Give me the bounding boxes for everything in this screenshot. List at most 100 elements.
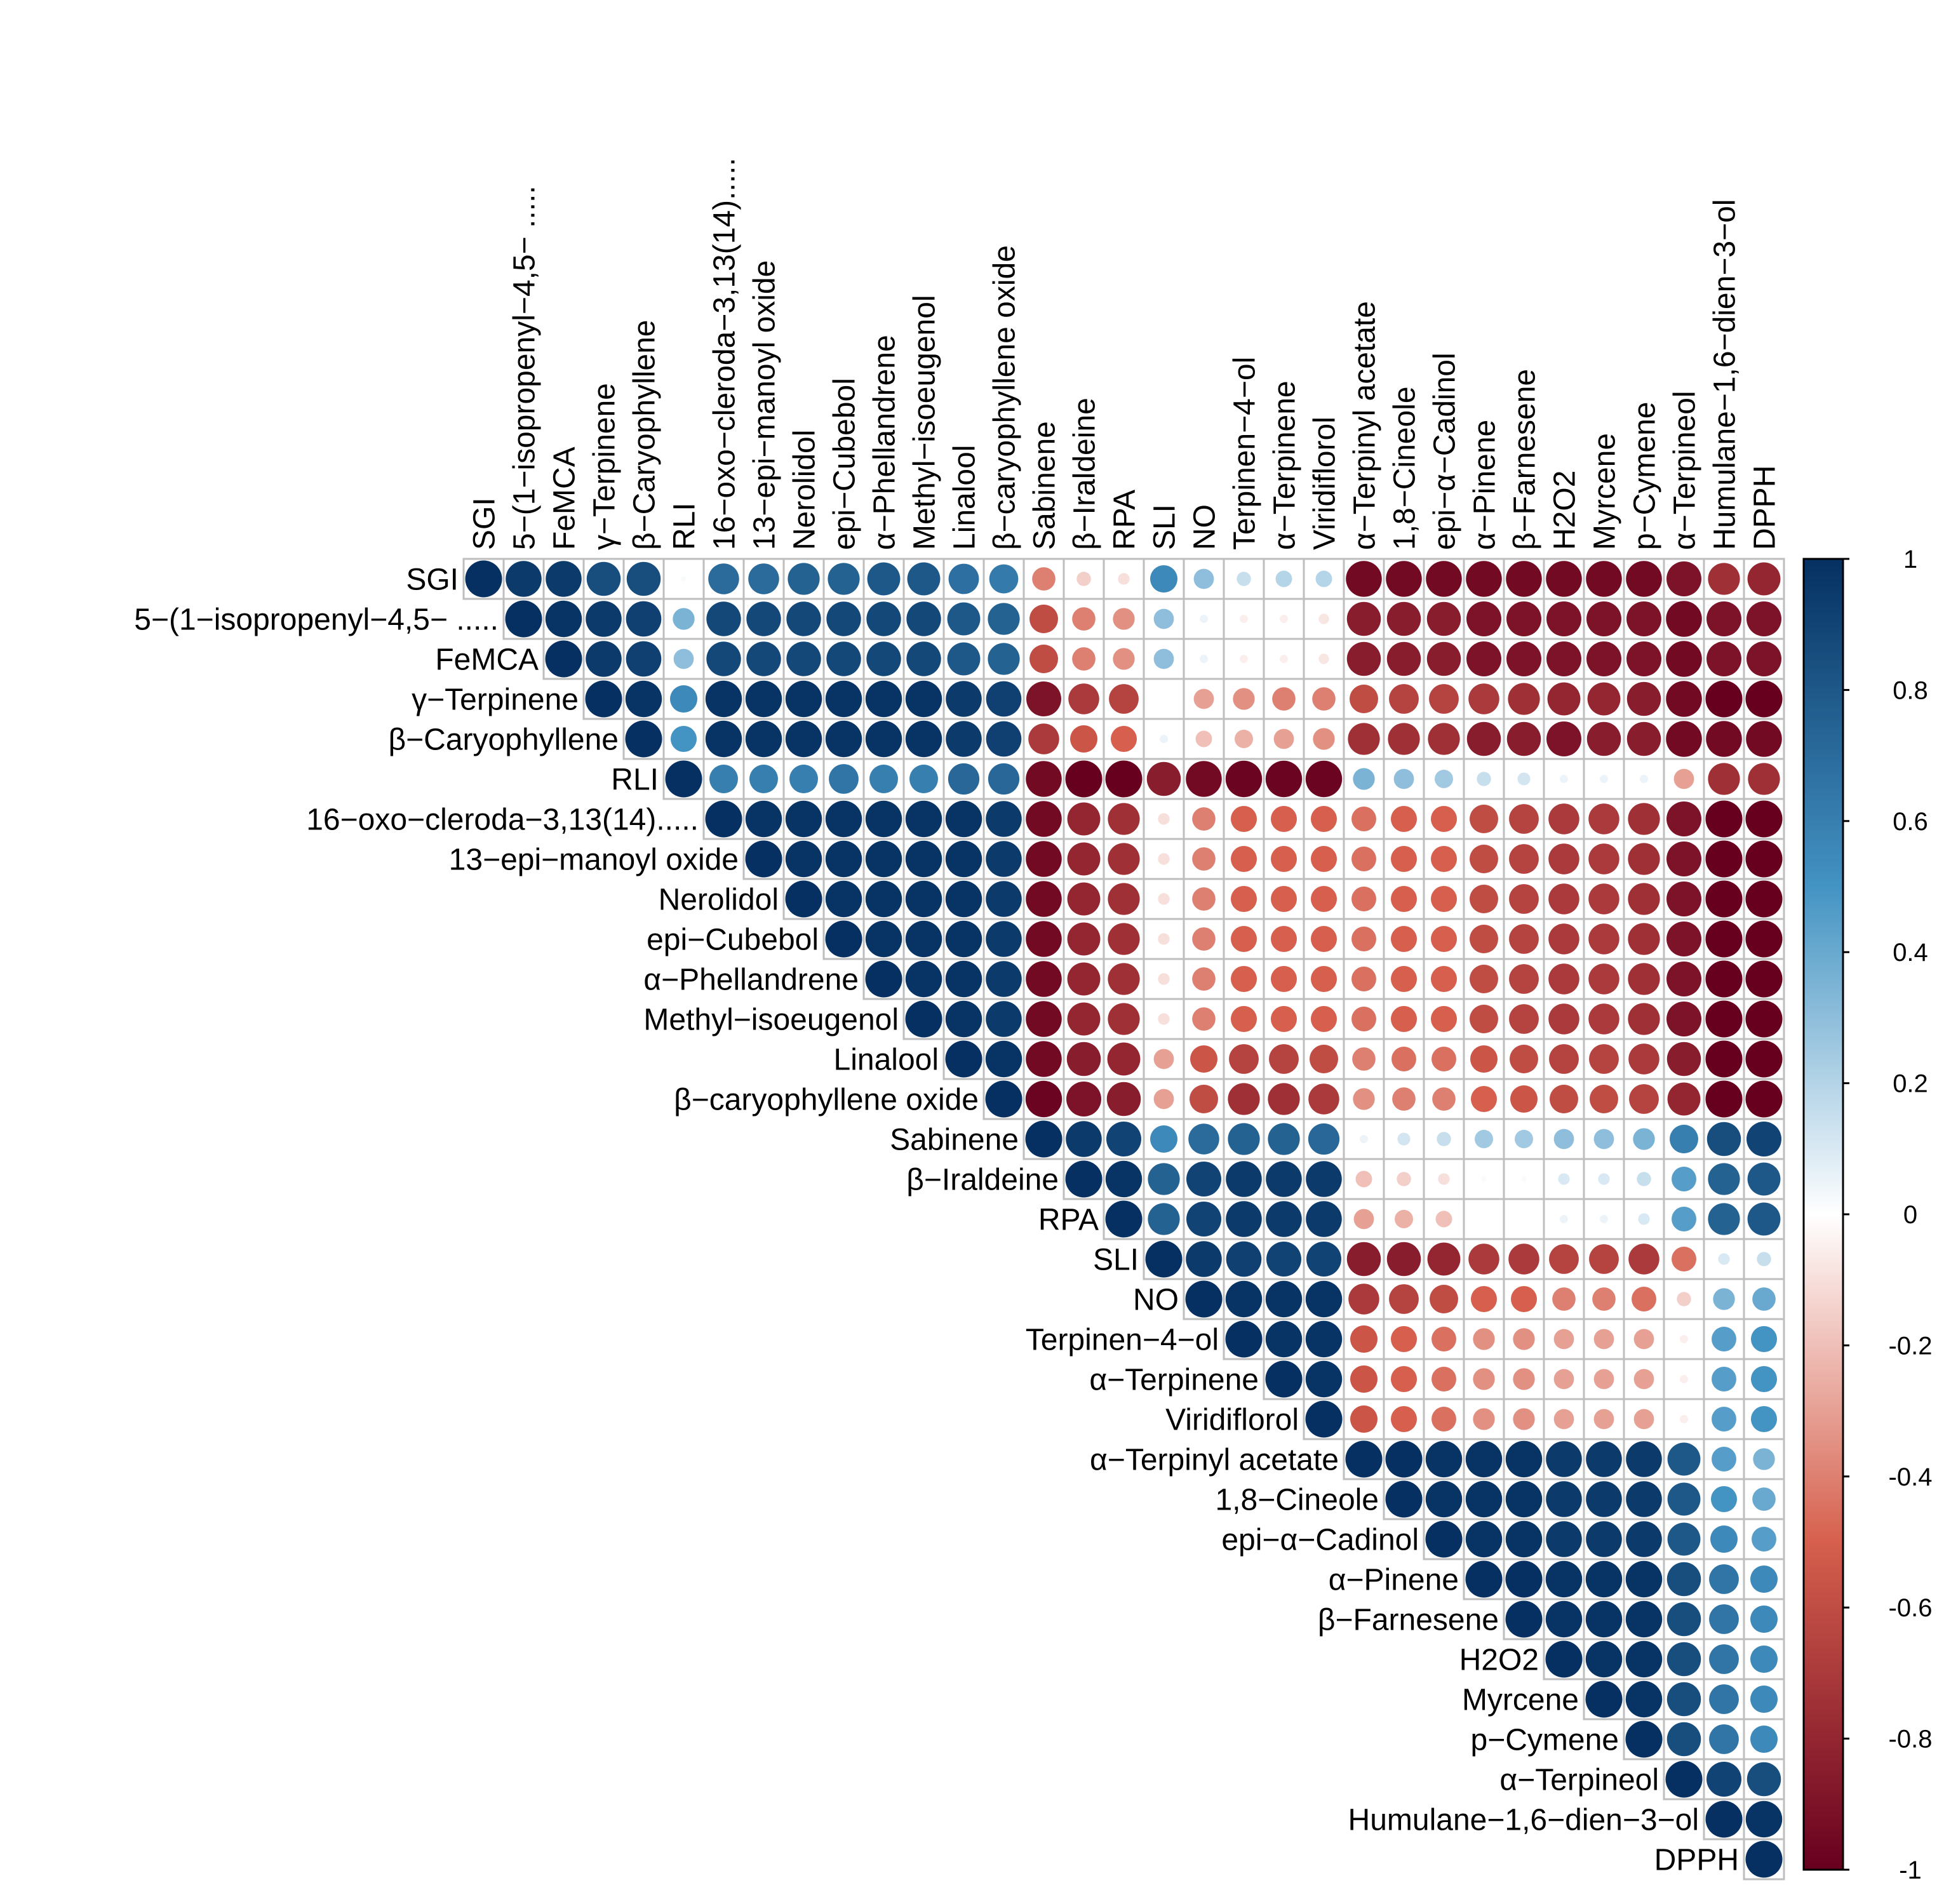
corr-circle-13-epi-manoyl-oxide-7-x-phellandrene-10 [865,840,902,878]
row-label-13-epi-manoyl-oxide-7: 13−epi−manoyl oxide [449,843,739,877]
corr-circle-sabinene-14-x-terpinen-4-ol-19 [1228,1123,1260,1155]
corr-circle-no-18-x-dpph-32 [1752,1287,1776,1311]
corr-circle-nerolidol-8-x-epi-cubebol-9 [825,880,862,918]
corr-circle-terpinene-3-x-nerolidol-8 [785,680,822,718]
corr-circle-terpinene-20-x-p-cymene-29 [1633,1369,1654,1390]
corr-circle-13-epi-manoyl-oxide-7-x-farnesene-26 [1509,844,1539,874]
corr-circle-no-18-x-terpinene-20 [1265,1280,1303,1318]
corr-circle-5-1-isopropenyl-4-5-1-x-sli-17 [1153,608,1174,629]
corr-circle-sabinene-14-x-rpa-16 [1106,1121,1142,1157]
corr-circle-farnesene-26-x-h2o2-27 [1545,1600,1583,1638]
corr-circle-iraldeine-15-x-sli-17 [1148,1163,1180,1195]
corr-circle-methyl-isoeugenol-11-x-sli-17 [1158,1013,1170,1025]
row-label-methyl-isoeugenol-11: Methyl−isoeugenol [643,1003,899,1037]
corr-circle-rli-5-x-epi-cubebol-9 [829,764,859,794]
corr-circle-13-epi-manoyl-oxide-7-x-terpineol-30 [1666,841,1702,877]
corr-circle-terpinene-3-x-terpinene-20 [1272,687,1296,711]
corr-circle-farnesene-26-x-dpph-32 [1750,1605,1778,1633]
row-label-terpinyl-acetate-22: α−Terpinyl acetate [1090,1444,1339,1477]
corr-circle-caryophyllene-4-x-nerolidol-8 [785,720,822,758]
corr-circle-13-epi-manoyl-oxide-7-x-dpph-32 [1745,840,1783,878]
corr-circle-5-1-isopropenyl-4-5-1-x-linalool-12 [947,602,981,636]
corr-circle-humulane-1-6-dien-3-ol-31-x-humulane-1-6-dien-3-ol-31 [1705,1800,1743,1838]
corr-circle-1-8-cineole-23-x-pinene-25 [1465,1480,1503,1518]
corr-circle-epi-cubebol-9-x-methyl-isoeugenol-11 [905,920,942,958]
row-label-16-oxo-cleroda-3-13-14-6: 16−oxo−cleroda−3,13(14)..... [306,803,699,837]
corr-circle-iraldeine-15-x-viridiflorol-21 [1306,1161,1342,1197]
corr-circle-nerolidol-8-x-nerolidol-8 [785,880,822,918]
corr-circle-caryophyllene-oxide-13-x-no-18 [1190,1085,1218,1113]
corr-circle-terpinene-20-x-h2o2-27 [1553,1369,1574,1390]
col-label-sabinene-14: Sabinene [1028,421,1062,550]
corr-circle-epi-cubebol-9-x-farnesene-26 [1509,924,1539,954]
corr-circle-terpinen-4-ol-19-x-terpinyl-acetate-22 [1350,1325,1378,1353]
corr-circle-13-epi-manoyl-oxide-7-x-linalool-12 [945,840,982,878]
corr-circle-terpinene-3-x-no-18 [1193,688,1214,709]
row-label-myrcene-28: Myrcene [1462,1684,1579,1717]
corr-circle-nerolidol-8-x-no-18 [1192,887,1216,911]
corr-circle-femca-2-x-humulane-1-6-dien-3-ol-31 [1706,641,1742,677]
corr-circle-p-cymene-29-x-dpph-32 [1750,1725,1778,1753]
corr-circle-epi-cubebol-9-x-iraldeine-15 [1067,922,1101,956]
corr-circle-terpinene-3-x-16-oxo-cleroda-3-13-14-6 [705,680,742,718]
corr-circle-nerolidol-8-x-viridiflorol-21 [1310,885,1338,913]
corr-circle-5-1-isopropenyl-4-5-1-x-myrcene-28 [1586,601,1622,637]
corr-circle-caryophyllene-4-x-iraldeine-15 [1069,725,1098,753]
corr-circle-16-oxo-cleroda-3-13-14-6-x-caryophyllene-oxide-13 [986,801,1022,837]
corr-circle-terpinene-3-x-rli-5 [669,685,698,713]
corr-circle-no-18-x-viridiflorol-21 [1305,1280,1343,1318]
corr-circle-pinene-25-x-h2o2-27 [1545,1560,1583,1598]
corr-circle-13-epi-manoyl-oxide-7-x-methyl-isoeugenol-11 [905,840,942,878]
corr-circle-iraldeine-15-x-epi-cadinol-24 [1438,1173,1450,1185]
corr-circle-phellandrene-10-x-terpineol-30 [1666,961,1702,997]
corr-circle-linalool-12-x-humulane-1-6-dien-3-ol-31 [1705,1040,1743,1078]
corr-circle-caryophyllene-4-x-no-18 [1195,730,1212,748]
colorbar-tick-label: 0.6 [1893,808,1928,836]
corr-circle-terpinyl-acetate-22-x-terpineol-30 [1667,1442,1701,1476]
corr-circle-methyl-isoeugenol-11-x-methyl-isoeugenol-11 [905,1000,942,1038]
corr-circle-h2o2-27-x-myrcene-28 [1585,1640,1623,1678]
corr-circle-iraldeine-15-x-1-8-cineole-23 [1397,1172,1411,1186]
col-label-myrcene-28: Myrcene [1588,433,1622,550]
corr-circle-methyl-isoeugenol-11-x-dpph-32 [1745,1000,1783,1038]
corr-circle-femca-2-x-pinene-25 [1466,641,1502,677]
corr-circle-caryophyllene-4-x-rli-5 [670,725,697,753]
col-label-5-1-isopropenyl-4-5-1: 5−(1−isopropenyl−4,5− ..... [508,185,542,550]
corr-circle-myrcene-28-x-dpph-32 [1750,1685,1778,1713]
corr-circle-methyl-isoeugenol-11-x-terpinyl-acetate-22 [1351,1007,1376,1031]
corr-circle-epi-cubebol-9-x-pinene-25 [1470,925,1498,953]
corr-circle-sabinene-14-x-sli-17 [1150,1125,1178,1153]
corr-circle-1-8-cineole-23-x-h2o2-27 [1546,1481,1582,1517]
corr-circle-methyl-isoeugenol-11-x-pinene-25 [1470,1005,1498,1033]
row-label-phellandrene-10: α−Phellandrene [643,963,859,997]
colorbar-tick-label: 0.8 [1893,676,1928,704]
corr-circle-rli-5-x-13-epi-manoyl-oxide-7 [749,765,778,793]
colorbar-tick-label: -0.6 [1889,1594,1933,1622]
corr-circle-methyl-isoeugenol-11-x-no-18 [1192,1007,1216,1031]
corr-circle-16-oxo-cleroda-3-13-14-6-x-viridiflorol-21 [1310,805,1338,833]
corr-circle-epi-cadinol-24-x-farnesene-26 [1505,1520,1543,1558]
row-label-terpinene-20: α−Terpinene [1089,1364,1259,1397]
corr-circle-5-1-isopropenyl-4-5-1-x-terpinen-4-ol-19 [1240,615,1248,623]
corr-circle-femca-2-x-nerolidol-8 [786,641,821,676]
corr-circle-5-1-isopropenyl-4-5-1-x-nerolidol-8 [786,601,821,636]
corr-circle-1-8-cineole-23-x-terpineol-30 [1667,1482,1701,1516]
corr-circle-caryophyllene-4-x-13-epi-manoyl-oxide-7 [745,720,782,758]
col-label-nerolidol-8: Nerolidol [788,430,822,550]
corr-circle-sgi-0-x-h2o2-27 [1546,561,1582,597]
corr-circle-femca-2-x-dpph-32 [1746,641,1782,677]
row-label-humulane-1-6-dien-3-ol-31: Humulane−1,6−dien−3−ol [1348,1804,1699,1837]
corr-circle-sli-17-x-viridiflorol-21 [1306,1241,1342,1277]
corr-circle-methyl-isoeugenol-11-x-sabinene-14 [1026,1001,1062,1037]
corr-circle-rli-5-x-rpa-16 [1105,760,1143,798]
corr-circle-terpinyl-acetate-22-x-epi-cadinol-24 [1425,1440,1463,1478]
corr-circle-epi-cubebol-9-x-phellandrene-10 [865,920,902,958]
corr-circle-iraldeine-15-x-terpinene-20 [1266,1161,1302,1197]
corr-circle-epi-cubebol-9-x-linalool-12 [945,920,982,958]
corr-circle-sgi-0-x-5-1-isopropenyl-4-5-1 [506,561,542,597]
corr-circle-caryophyllene-4-x-methyl-isoeugenol-11 [905,720,942,758]
corr-circle-epi-cubebol-9-x-sabinene-14 [1026,921,1062,957]
corr-circle-16-oxo-cleroda-3-13-14-6-x-linalool-12 [945,800,982,838]
corr-circle-caryophyllene-4-x-caryophyllene-oxide-13 [986,721,1022,757]
